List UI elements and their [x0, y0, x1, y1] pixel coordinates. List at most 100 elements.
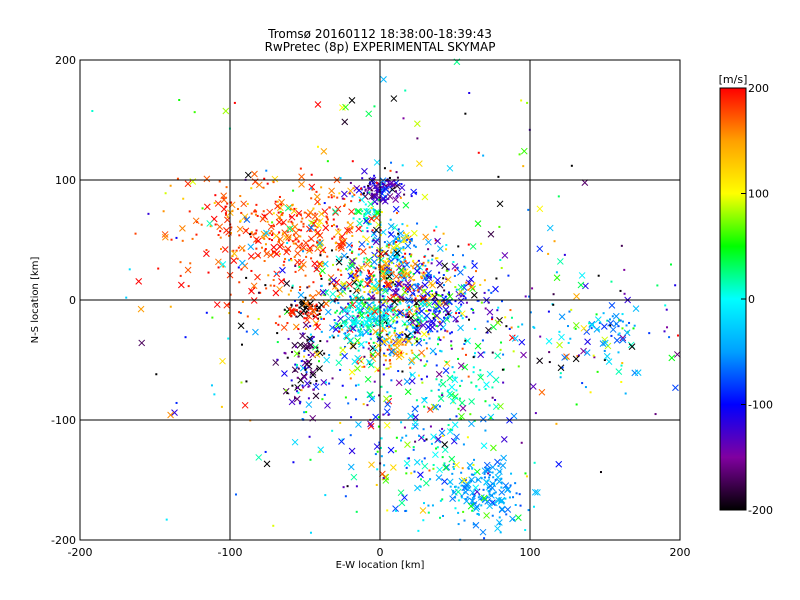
scatter-point-614	[338, 192, 341, 195]
scatter-point-585	[359, 226, 362, 229]
scatter-point-2584	[397, 237, 400, 240]
scatter-point-2284	[606, 319, 609, 322]
scatter-point-2680	[556, 258, 564, 265]
scatter-point-339	[205, 249, 208, 252]
scatter-point-2214	[666, 326, 669, 329]
scatter-point-2411	[155, 373, 158, 376]
scatter-point-715	[341, 328, 344, 331]
scatter-point-2038	[432, 451, 439, 459]
scatter-point-1895	[491, 471, 494, 474]
scatter-point-864	[380, 211, 383, 214]
scatter-point-2	[364, 188, 367, 191]
scatter-point-1720	[306, 360, 309, 363]
scatter-point-1484	[462, 254, 465, 257]
scatter-point-1437	[486, 331, 489, 334]
scatter-point-1204	[344, 345, 347, 348]
scatter-point-752	[329, 290, 337, 298]
scatter-point-1941	[473, 458, 476, 461]
scatter-point-538	[278, 231, 281, 234]
scatter-point-597	[287, 220, 290, 223]
scatter-point-1272	[362, 321, 365, 324]
scatter-point-1341	[338, 325, 341, 328]
scatter-point-2481	[339, 421, 342, 424]
scatter-point-956	[336, 289, 339, 292]
scatter-point-955	[416, 326, 419, 329]
scatter-point-2394	[382, 354, 385, 357]
scatter-point-1788	[316, 323, 319, 326]
scatter-point-2484	[497, 175, 500, 178]
scatter-point-2469	[290, 303, 293, 306]
scatter-point-839	[320, 277, 323, 280]
scatter-point-1015	[382, 373, 385, 376]
scatter-point-1723	[316, 346, 319, 349]
scatter-point-735	[257, 291, 260, 294]
scatter-point-1330	[355, 309, 358, 312]
scatter-point-142	[368, 191, 371, 194]
scatter-point-1427	[453, 274, 456, 277]
scatter-point-1342	[356, 306, 364, 314]
scatter-point-1947	[474, 502, 477, 505]
scatter-point-1726	[297, 367, 300, 370]
scatter-point-1836	[449, 495, 456, 503]
scatter-point-251	[214, 194, 217, 197]
scatter-point-2561	[561, 354, 568, 361]
scatter-point-2102	[387, 446, 395, 454]
scatter-point-1771	[290, 315, 293, 318]
scatter-point-2027	[429, 425, 432, 428]
scatter-point-2076	[348, 447, 356, 455]
scatter-point-2455	[326, 160, 329, 163]
scatter-point-2322	[594, 316, 602, 324]
scatter-point-503	[291, 204, 294, 207]
scatter-point-1368	[373, 318, 376, 321]
scatter-point-1887	[483, 466, 491, 474]
scatter-point-611	[360, 187, 363, 190]
scatter-point-344	[340, 273, 343, 276]
scatter-point-318	[242, 249, 245, 252]
scatter-point-2576	[555, 460, 563, 468]
scatter-point-1581	[398, 263, 401, 266]
scatter-point-1924	[480, 504, 483, 507]
scatter-point-1820	[493, 483, 496, 486]
scatter-point-1761	[301, 301, 304, 304]
scatter-point-56	[391, 184, 394, 187]
scatter-point-1988	[458, 399, 466, 407]
scatter-point-875	[320, 317, 323, 320]
scatter-point-1777	[278, 315, 281, 318]
scatter-point-1575	[339, 269, 342, 272]
scatter-point-2547	[227, 337, 230, 340]
scatter-point-54	[366, 191, 369, 194]
scatter-point-2171	[392, 505, 399, 512]
scatter-point-2593	[553, 240, 556, 243]
scatter-point-577	[281, 222, 284, 225]
scatter-point-1294	[366, 298, 369, 301]
chart-subtitle: RwPretec (8p) EXPERIMENTAL SKYMAP	[265, 40, 496, 54]
scatter-point-846	[360, 324, 363, 327]
scatter-point-2139	[408, 377, 416, 385]
scatter-point-2659	[404, 89, 407, 92]
scatter-point-1555	[402, 248, 405, 251]
scatter-point-1327	[381, 325, 384, 328]
scatter-point-1398	[447, 317, 450, 320]
scatter-point-1493	[464, 297, 467, 300]
scatter-point-441	[227, 303, 230, 306]
scatter-point-2007	[451, 366, 454, 369]
scatter-point-2399	[392, 344, 395, 347]
scatter-point-189	[395, 237, 398, 240]
scatter-point-2073	[448, 455, 456, 463]
scatter-point-2210	[565, 357, 568, 360]
scatter-point-654	[349, 301, 357, 309]
scatter-point-1871	[490, 499, 498, 507]
scatter-point-49	[373, 174, 376, 177]
scatter-point-768	[307, 224, 315, 231]
scatter-point-1016	[438, 271, 441, 274]
scatter-point-2413	[165, 518, 168, 521]
scatter-point-1622	[378, 284, 381, 287]
scatter-point-969	[433, 275, 436, 278]
scatter-point-2599	[599, 471, 602, 474]
scatter-point-1345	[343, 308, 346, 311]
scatter-point-560	[310, 173, 313, 176]
scatter-point-1226	[435, 225, 438, 228]
scatter-point-961	[403, 231, 410, 239]
scatter-point-2157	[377, 416, 380, 419]
scatter-point-1444	[443, 316, 446, 319]
